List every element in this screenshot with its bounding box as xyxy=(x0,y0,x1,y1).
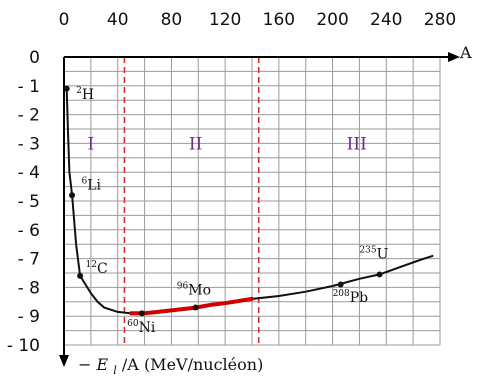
nuclide-label: 96Mo xyxy=(177,282,211,299)
nuclide-mass-number: 60 xyxy=(127,319,139,329)
x-axis-label: A xyxy=(459,43,472,62)
nuclide-symbol: Mo xyxy=(188,283,211,299)
nuclide-point xyxy=(376,271,383,278)
y-tick-label: - 3 xyxy=(18,134,40,154)
x-tick-label: 40 xyxy=(107,10,129,30)
nuclide-point xyxy=(337,281,344,288)
grid xyxy=(64,57,441,346)
x-tick-label: 0 xyxy=(59,10,70,30)
nuclide-mass-number: 208 xyxy=(333,289,350,299)
region-labels: I II III xyxy=(87,134,366,154)
nuclide-mass-number: 6 xyxy=(81,176,87,186)
x-tick-label: 240 xyxy=(370,10,402,30)
y-tick-label: - 1 xyxy=(18,77,40,97)
x-axis-arrowhead xyxy=(448,52,460,62)
nuclide-points xyxy=(63,85,383,317)
nuclide-point xyxy=(63,85,70,92)
nuclide-point xyxy=(138,310,145,317)
nuclide-mass-number: 96 xyxy=(177,282,189,292)
y-tick-label: - 2 xyxy=(18,106,40,126)
x-tick-label: 280 xyxy=(424,10,456,30)
x-tick-labels: 0 40 80 120 160 200 240 280 xyxy=(59,10,457,30)
y-axis-label-sub: l xyxy=(113,364,117,377)
nuclide-symbol: H xyxy=(82,87,94,103)
y-axis-label: − E l /A (MeV/nucléon) xyxy=(78,355,263,378)
y-tick-label: - 10 xyxy=(7,336,40,356)
x-tick-label: 120 xyxy=(209,10,241,30)
y-tick-label: - 8 xyxy=(18,278,40,298)
y-tick-label: - 7 xyxy=(18,250,40,270)
region-label: I xyxy=(87,134,94,154)
nuclide-point xyxy=(77,272,84,279)
y-tick-label: - 5 xyxy=(18,192,40,212)
nuclide-label: 235U xyxy=(359,246,388,263)
y-tick-label: 0 xyxy=(29,48,40,68)
nuclide-label: 60Ni xyxy=(127,319,156,336)
nuclide-point xyxy=(69,192,76,199)
axes xyxy=(59,52,460,367)
region-boundaries xyxy=(123,57,260,345)
y-tick-label: - 9 xyxy=(18,307,40,327)
y-axis-label-main: E xyxy=(96,355,109,374)
nuclide-symbol: Li xyxy=(87,177,101,193)
x-tick-label: 200 xyxy=(316,10,348,30)
y-axis-arrowhead xyxy=(59,355,69,367)
nuclide-label: 208Pb xyxy=(333,289,369,306)
nuclide-label: 2H xyxy=(76,86,94,103)
nuclide-symbol: Ni xyxy=(139,320,156,336)
y-tick-label: - 4 xyxy=(18,163,40,183)
nuclide-label: 12C xyxy=(85,260,107,277)
nuclide-symbol: Pb xyxy=(350,290,368,306)
nuclide-labels: 2H 6Li 12C 60Ni 96Mo 208Pb 235U xyxy=(76,86,389,336)
y-tick-label: - 6 xyxy=(18,221,40,241)
x-tick-label: 160 xyxy=(263,10,295,30)
x-tick-label: 80 xyxy=(161,10,183,30)
y-axis-label-rest: /A (MeV/nucléon) xyxy=(122,355,263,374)
y-tick-labels: 0 - 1 - 2 - 3 - 4 - 5 - 6 - 7 - 8 - 9 - 10 xyxy=(7,48,40,356)
nuclide-mass-number: 2 xyxy=(76,86,82,96)
y-axis-label-prefix: − xyxy=(78,355,91,374)
nuclide-symbol: C xyxy=(97,261,108,277)
region-label: II xyxy=(189,134,202,154)
region-label: III xyxy=(347,134,367,154)
nuclide-label: 6Li xyxy=(81,176,101,193)
nuclide-symbol: U xyxy=(377,247,389,263)
nuclide-mass-number: 235 xyxy=(359,246,376,256)
nuclide-mass-number: 12 xyxy=(85,260,96,270)
nuclide-point xyxy=(192,304,199,311)
